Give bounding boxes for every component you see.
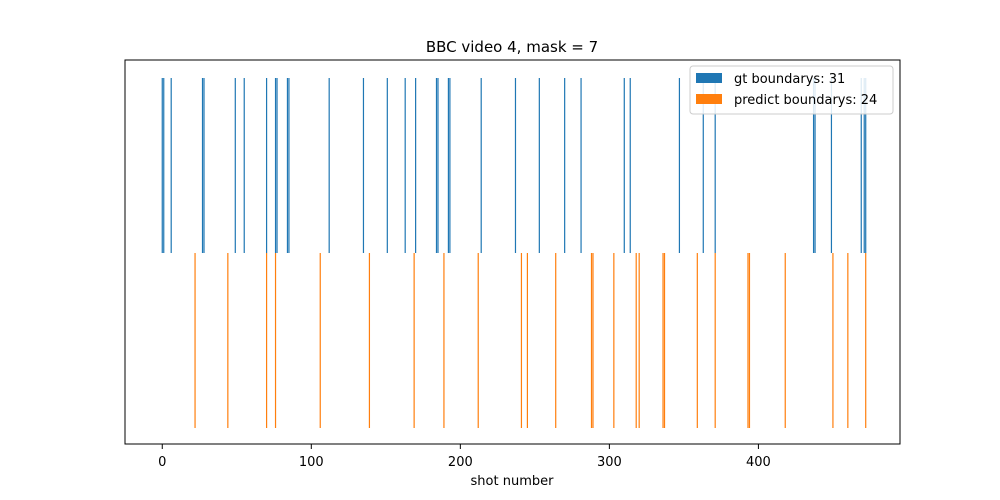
gt-boundary-bar bbox=[286, 78, 289, 253]
gt-boundary-bar bbox=[243, 78, 245, 253]
predict-boundary-bar bbox=[592, 253, 594, 428]
gt-boundary-bar bbox=[860, 78, 862, 253]
legend-swatch-gt bbox=[696, 73, 722, 83]
predict-boundary-bar bbox=[747, 253, 749, 428]
gt-boundary-bar bbox=[480, 78, 482, 253]
predict-boundary-bar bbox=[319, 253, 321, 428]
gt-boundary-bar bbox=[514, 78, 517, 253]
gt-boundary-bar bbox=[830, 78, 833, 253]
gt-boundary-bar bbox=[276, 78, 278, 253]
predict-boundary-bar bbox=[368, 253, 371, 428]
predict-boundary-bar bbox=[663, 253, 666, 428]
gt-boundary-bar bbox=[203, 78, 205, 253]
gt-boundary-bar bbox=[201, 78, 204, 253]
gt-boundary-bar bbox=[435, 78, 438, 253]
gt-boundary-bar bbox=[415, 78, 417, 253]
legend-label-gt: gt boundarys: 31 bbox=[734, 72, 845, 87]
gt-boundary-bar bbox=[580, 78, 582, 253]
predict-boundary-bar bbox=[413, 253, 415, 428]
predict-boundary-bar bbox=[696, 253, 698, 428]
x-tick-label: 400 bbox=[746, 455, 771, 470]
gt-boundary-bar bbox=[812, 78, 815, 253]
gt-boundary-bar bbox=[702, 78, 704, 253]
gt-boundary-bar bbox=[865, 78, 867, 253]
bars-layer bbox=[161, 78, 867, 428]
gt-boundary-bar bbox=[564, 78, 566, 253]
predict-boundary-bar bbox=[227, 253, 229, 428]
plot-frame bbox=[124, 59, 901, 445]
predict-boundary-bar bbox=[613, 253, 615, 428]
predict-boundary-bar bbox=[274, 253, 277, 428]
gt-boundary-bar bbox=[163, 78, 165, 253]
x-axis-label: shot number bbox=[471, 474, 555, 489]
gt-boundary-bar bbox=[274, 78, 277, 253]
predict-boundary-bar bbox=[832, 253, 834, 428]
gt-boundary-bar bbox=[265, 78, 268, 253]
x-tick-label: 100 bbox=[299, 455, 324, 470]
x-tick-label: 300 bbox=[597, 455, 622, 470]
x-axis: 0 100 200 300 400 bbox=[158, 444, 771, 470]
predict-boundary-bar bbox=[526, 253, 528, 428]
predict-boundary-bar bbox=[555, 253, 557, 428]
predict-boundary-bar bbox=[662, 253, 664, 428]
gt-boundary-bar bbox=[404, 78, 406, 253]
predict-boundary-bar bbox=[865, 253, 867, 428]
predict-boundary-bar bbox=[635, 253, 637, 428]
gt-boundary-bar bbox=[328, 78, 330, 253]
gt-boundary-bar bbox=[234, 78, 236, 253]
predict-boundary-bar bbox=[714, 253, 716, 428]
gt-boundary-bar bbox=[449, 78, 451, 253]
gt-boundary-bar bbox=[538, 78, 540, 253]
gt-boundary-bar bbox=[362, 78, 365, 253]
gt-boundary-bar bbox=[386, 78, 388, 253]
gt-boundary-bar bbox=[714, 78, 716, 253]
predict-boundary-bar bbox=[748, 253, 751, 428]
predict-boundary-bar bbox=[265, 253, 268, 428]
gt-boundary-bar bbox=[170, 78, 172, 253]
x-tick-label: 200 bbox=[448, 455, 473, 470]
predict-boundary-bar bbox=[847, 253, 849, 428]
predict-boundary-bar bbox=[784, 253, 786, 428]
gt-boundary-bar bbox=[161, 78, 163, 253]
gt-boundary-bar bbox=[629, 78, 631, 253]
gt-boundary-bar bbox=[678, 78, 681, 253]
gt-boundary-bar bbox=[437, 78, 439, 253]
gt-boundary-bar bbox=[623, 78, 625, 253]
gt-boundary-bar bbox=[288, 78, 290, 253]
legend-box bbox=[689, 65, 894, 115]
predict-boundary-bar bbox=[638, 253, 640, 428]
legend: gt boundarys: 31 predict boundarys: 24 bbox=[689, 65, 894, 115]
legend-label-predict: predict boundarys: 24 bbox=[734, 93, 877, 108]
chart-title: BBC video 4, mask = 7 bbox=[426, 38, 598, 56]
predict-boundary-bar bbox=[194, 253, 196, 428]
predict-boundary-bar bbox=[443, 253, 445, 428]
predict-boundary-bar bbox=[477, 253, 479, 428]
predict-boundary-bar bbox=[520, 253, 523, 428]
x-tick-label: 0 bbox=[158, 455, 166, 470]
legend-swatch-predict bbox=[696, 94, 722, 104]
gt-boundary-bar bbox=[814, 78, 816, 253]
gt-boundary-bar bbox=[863, 78, 865, 253]
predict-boundary-bar bbox=[590, 253, 593, 428]
gt-boundary-bar bbox=[447, 78, 450, 253]
